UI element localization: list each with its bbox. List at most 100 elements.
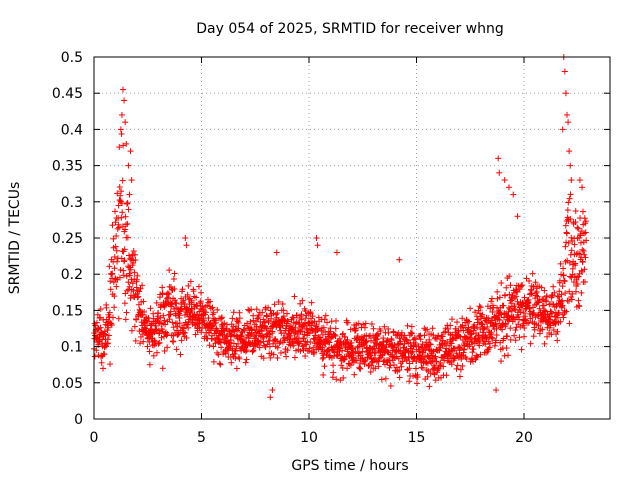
data-point [130, 248, 137, 255]
data-point [119, 223, 126, 230]
data-point [260, 338, 267, 345]
data-point [559, 283, 566, 290]
data-point [525, 319, 532, 326]
data-point [126, 272, 133, 279]
data-point [359, 348, 366, 355]
data-point [217, 361, 224, 368]
data-point [572, 219, 579, 226]
data-point [563, 230, 570, 237]
data-point [477, 351, 484, 358]
data-point [152, 341, 159, 348]
data-point [498, 279, 505, 286]
data-point [113, 283, 120, 290]
data-point [300, 335, 307, 342]
data-point [235, 319, 242, 326]
data-point [535, 322, 542, 329]
data-point [273, 249, 280, 256]
data-point [112, 243, 119, 250]
data-point [582, 254, 589, 261]
data-point [123, 309, 130, 316]
data-point [505, 304, 512, 311]
data-point [412, 341, 419, 348]
data-point [111, 208, 118, 215]
data-point [572, 260, 579, 267]
data-point [233, 365, 240, 372]
data-point [206, 330, 213, 337]
data-point [472, 309, 479, 316]
data-point [571, 241, 578, 248]
y-tick-label: 0.5 [61, 50, 83, 66]
data-point [104, 340, 111, 347]
data-point [244, 325, 251, 332]
data-point [236, 355, 243, 362]
data-point [505, 352, 512, 359]
data-point [280, 307, 287, 314]
data-point [566, 259, 573, 266]
data-point [114, 225, 121, 232]
data-point [501, 177, 508, 184]
y-tick-label: 0.15 [52, 303, 83, 319]
data-point [280, 313, 287, 320]
data-point [426, 341, 433, 348]
data-point [267, 354, 274, 361]
data-point [308, 322, 315, 329]
data-point [567, 162, 574, 169]
data-point [453, 365, 460, 372]
data-point [344, 336, 351, 343]
data-point [330, 369, 337, 376]
data-point [563, 239, 570, 246]
data-point [541, 307, 548, 314]
data-point [582, 229, 589, 236]
data-point [560, 272, 567, 279]
data-point [122, 119, 129, 126]
data-point [456, 333, 463, 340]
data-point [498, 311, 505, 318]
data-point [396, 367, 403, 374]
data-point [178, 337, 185, 344]
data-point [171, 270, 178, 277]
data-point [474, 316, 481, 323]
data-point [179, 286, 186, 293]
data-point [522, 317, 529, 324]
data-point [572, 288, 579, 295]
data-point [539, 326, 546, 333]
data-point [264, 313, 271, 320]
data-point [139, 282, 146, 289]
data-point [113, 232, 120, 239]
data-point [372, 349, 379, 356]
data-point [580, 247, 587, 254]
data-point [219, 314, 226, 321]
data-point [488, 298, 495, 305]
data-point [465, 324, 472, 331]
data-point [156, 329, 163, 336]
data-point [565, 199, 572, 206]
data-point [210, 358, 217, 365]
data-point [321, 316, 328, 323]
data-point [427, 341, 434, 348]
data-point [382, 375, 389, 382]
data-point [578, 289, 585, 296]
data-point [165, 291, 172, 298]
data-point [138, 312, 145, 319]
x-axis-label: GPS time / hours [291, 458, 408, 474]
data-point [430, 362, 437, 369]
data-point [505, 184, 512, 191]
data-point [447, 322, 454, 329]
data-point [489, 308, 496, 315]
data-point [183, 242, 190, 249]
data-point [241, 327, 248, 334]
data-point [566, 148, 573, 155]
data-point [510, 191, 517, 198]
data-point [289, 314, 296, 321]
data-point [244, 320, 251, 327]
data-point [493, 332, 500, 339]
data-point [301, 331, 308, 338]
data-point [318, 327, 325, 334]
data-point [565, 119, 572, 126]
data-point [242, 359, 249, 366]
data-point [109, 222, 116, 229]
data-point [259, 334, 266, 341]
data-point [381, 323, 388, 330]
data-point [290, 342, 297, 349]
data-point [105, 332, 112, 339]
